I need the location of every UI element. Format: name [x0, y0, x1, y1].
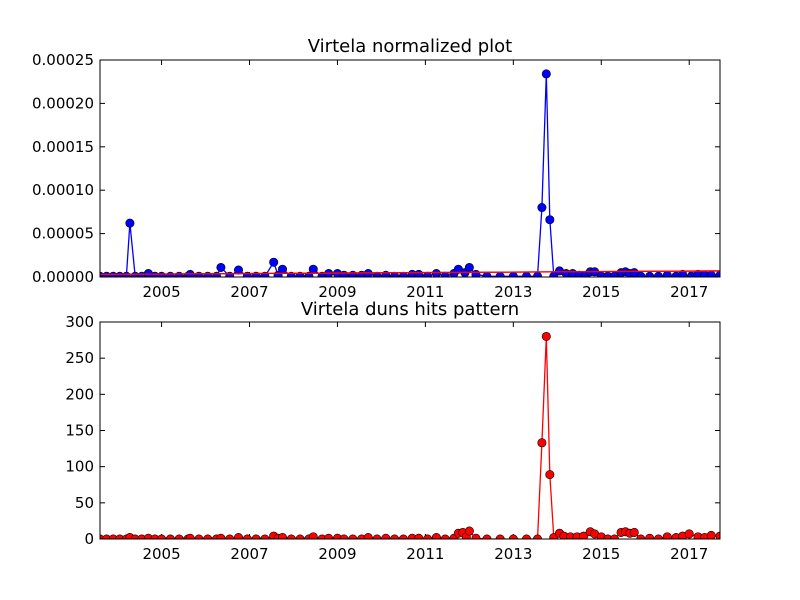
duns-hits-panel: Virtela duns hits pattern 2005 2007 2009 20…: [65, 299, 721, 563]
duns-x-tick-label: 2009: [318, 545, 356, 563]
duns-data-point: [324, 533, 334, 539]
duns-y-tick-label: 100: [65, 458, 94, 476]
duns-hits-frame: [99, 321, 721, 540]
duns-x-tick-label: 2011: [406, 545, 444, 563]
duns-data-point: [684, 529, 694, 539]
normalized-data-point: [541, 69, 551, 79]
duns-data-point: [471, 533, 481, 539]
duns-x-tick-label: 2013: [494, 545, 532, 563]
duns-data-point: [277, 533, 287, 539]
duns-data-point: [579, 531, 589, 539]
duns-data-point: [645, 533, 655, 539]
normalized-data-point: [653, 271, 663, 277]
normalized-data-point: [308, 264, 318, 274]
duns-x-tick-label: 2007: [230, 545, 268, 563]
duns-data-point: [308, 532, 318, 539]
duns-data-point: [545, 470, 555, 480]
duns-data-point: [629, 527, 639, 537]
normalized-y-tick-label: 0.00010: [32, 181, 94, 199]
normalized-x-tick-label: 2017: [670, 283, 708, 301]
normalized-data-point: [125, 218, 135, 228]
normalized-y-tick-label: 0.00015: [32, 138, 94, 156]
normalized-plot-panel: Virtela normalized plot 2005 2007 2009 2011…: [32, 36, 721, 301]
duns-data-point: [431, 533, 441, 539]
normalized-data-point: [545, 215, 555, 225]
normalized-data-point: [269, 257, 279, 267]
normalized-y-tick-label: 0.00000: [32, 268, 94, 286]
duns-data-point: [541, 331, 551, 341]
duns-data-point: [234, 533, 244, 539]
normalized-x-tick-label: 2005: [142, 283, 180, 301]
duns-x-tick-label: 2017: [670, 545, 708, 563]
normalized-trend-line: [100, 270, 720, 276]
normalized-data-point: [464, 262, 474, 272]
duns-y-tick-label: 300: [65, 313, 94, 331]
duns-data-point: [216, 533, 226, 539]
duns-hits-ticks: 2005 2007 2009 2011 2013 2015 2017 0 50 100 150 200…: [65, 313, 720, 563]
duns-y-tick-label: 150: [65, 422, 94, 440]
duns-y-tick-label: 200: [65, 385, 94, 403]
duns-data-point: [537, 438, 547, 448]
normalized-y-tick-label: 0.00005: [32, 225, 94, 243]
duns-y-tick-label: 50: [75, 494, 94, 512]
normalized-plot-ticks: 2005 2007 2009 2011 2013 2015 2017 0.00000 0.000…: [32, 51, 720, 301]
normalized-data-point: [645, 271, 655, 277]
normalized-plot-frame: [99, 59, 721, 278]
normalized-data-point: [431, 269, 441, 277]
duns-y-tick-label: 0: [84, 530, 94, 548]
duns-y-tick-label: 250: [65, 349, 94, 367]
duns-data-point: [363, 533, 373, 539]
duns-data-point: [381, 533, 391, 539]
duns-data-point: [185, 533, 195, 539]
normalized-x-tick-label: 2015: [582, 283, 620, 301]
duns-data-point: [414, 533, 424, 539]
duns-data-point: [662, 532, 672, 539]
normalized-plot-area: [100, 69, 720, 277]
normalized-y-tick-label: 0.00025: [32, 51, 94, 69]
normalized-x-tick-label: 2011: [406, 283, 444, 301]
normalized-data-point: [537, 203, 547, 213]
duns-x-tick-label: 2015: [582, 545, 620, 563]
duns-data-point: [464, 526, 474, 536]
normalized-data-point: [216, 262, 226, 272]
normalized-data-point: [277, 264, 287, 274]
normalized-x-tick-label: 2013: [494, 283, 532, 301]
normalized-data-point: [636, 271, 646, 277]
normalized-y-tick-label: 0.00020: [32, 94, 94, 112]
normalized-x-tick-label: 2007: [230, 283, 268, 301]
normalized-data-point: [414, 269, 424, 277]
duns-hits-title: Virtela duns hits pattern: [301, 299, 519, 320]
normalized-x-tick-label: 2009: [318, 283, 356, 301]
normalized-plot-title: Virtela normalized plot: [308, 36, 512, 57]
duns-data-point: [706, 530, 716, 539]
normalized-data-point: [678, 269, 688, 277]
duns-x-tick-label: 2005: [142, 545, 180, 563]
